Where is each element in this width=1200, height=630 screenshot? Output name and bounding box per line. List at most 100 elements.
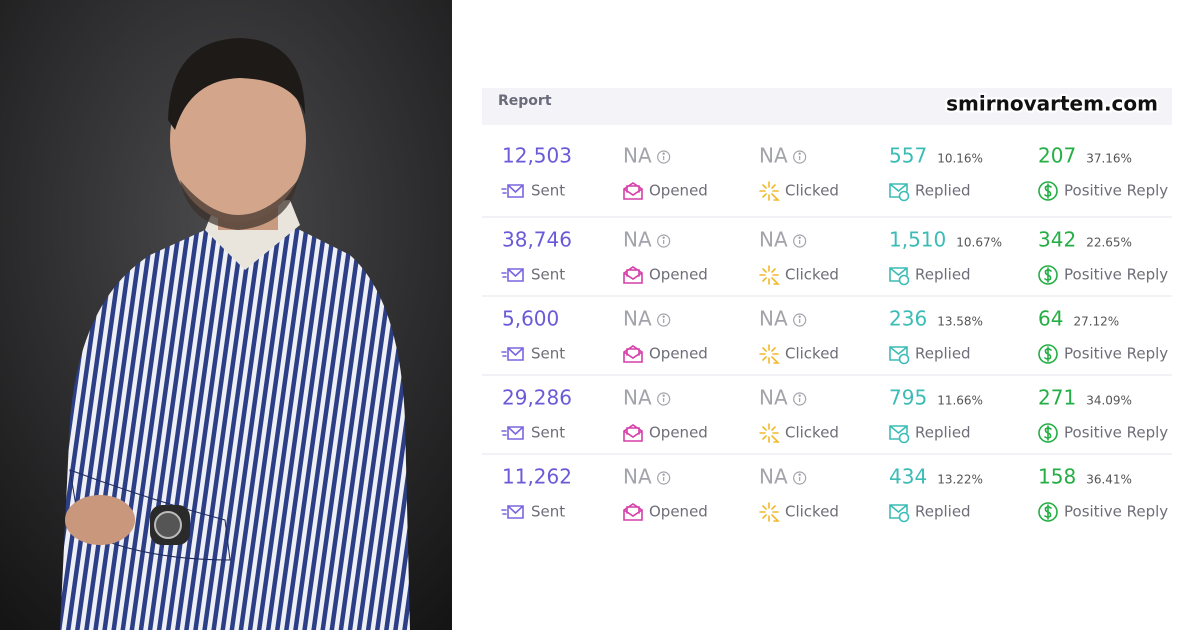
icon-stroke bbox=[759, 423, 780, 443]
opened-icon bbox=[623, 266, 643, 284]
clicked-value: NA bbox=[759, 228, 788, 252]
replied-icon bbox=[889, 346, 910, 365]
opened-value: NA bbox=[623, 465, 652, 489]
clicked-value: NA bbox=[759, 144, 788, 168]
info-dot bbox=[662, 394, 665, 397]
sent-label: Sent bbox=[531, 503, 565, 521]
info-dot bbox=[798, 236, 801, 239]
opened-icon bbox=[623, 503, 643, 521]
positive-value: 207 bbox=[1038, 144, 1076, 168]
sent-label: Sent bbox=[531, 182, 565, 200]
positive-value: 158 bbox=[1038, 465, 1076, 489]
replied-rate: 13.58% bbox=[937, 315, 983, 329]
opened-value: NA bbox=[623, 386, 652, 410]
replied-value: 434 bbox=[889, 465, 927, 489]
watermark: smirnovartem.com bbox=[946, 92, 1158, 116]
info-circle bbox=[793, 150, 807, 164]
replied-value: 557 bbox=[889, 144, 927, 168]
info-dot bbox=[798, 315, 801, 318]
info-icon bbox=[657, 234, 671, 248]
info-dot bbox=[662, 473, 665, 476]
info-icon bbox=[657, 313, 671, 327]
opened-value: NA bbox=[623, 307, 652, 331]
icon-stroke bbox=[1044, 425, 1052, 441]
icon-stroke bbox=[623, 503, 643, 521]
sent-value: 5,600 bbox=[502, 307, 559, 331]
positive-icon bbox=[1038, 181, 1058, 201]
icon-stroke bbox=[507, 505, 524, 519]
info-icon bbox=[657, 471, 671, 485]
positive-value: 342 bbox=[1038, 228, 1076, 252]
icon-stroke bbox=[623, 266, 643, 284]
replied-value: 795 bbox=[889, 386, 927, 410]
positive-icon bbox=[1038, 423, 1058, 443]
positive-label: Positive Reply bbox=[1064, 424, 1168, 442]
replied-rate: 11.66% bbox=[937, 394, 983, 408]
icon-stroke bbox=[507, 426, 524, 440]
info-dot bbox=[662, 152, 665, 155]
replied-label: Replied bbox=[915, 182, 971, 200]
sent-value: 11,262 bbox=[502, 465, 572, 489]
icon-stroke bbox=[507, 347, 524, 361]
icon-stroke bbox=[889, 346, 908, 361]
clicked-label: Clicked bbox=[785, 345, 839, 363]
info-dot bbox=[662, 315, 665, 318]
icon-stroke bbox=[898, 432, 910, 444]
sent-icon bbox=[501, 426, 524, 440]
icon-stroke bbox=[898, 274, 910, 286]
info-circle bbox=[657, 392, 671, 406]
info-circle bbox=[793, 471, 807, 485]
icon-stroke bbox=[1044, 267, 1052, 283]
icon-stroke bbox=[507, 268, 524, 282]
icon-stroke bbox=[1038, 265, 1058, 285]
icon-stroke bbox=[1044, 346, 1052, 362]
replied-rate: 10.16% bbox=[937, 152, 983, 166]
clicked-label: Clicked bbox=[785, 503, 839, 521]
icon-stroke bbox=[501, 509, 507, 515]
info-circle bbox=[657, 471, 671, 485]
info-circle bbox=[657, 150, 671, 164]
icon-stroke bbox=[501, 272, 507, 278]
clicked-icon bbox=[759, 265, 780, 285]
clicked-icon bbox=[759, 181, 780, 201]
sent-value: 12,503 bbox=[502, 144, 572, 168]
sent-icon bbox=[501, 184, 524, 198]
positive-label: Positive Reply bbox=[1064, 503, 1168, 521]
replied-icon bbox=[889, 183, 910, 202]
icon-stroke bbox=[1038, 344, 1058, 364]
replied-label: Replied bbox=[915, 345, 971, 363]
positive-icon bbox=[1038, 344, 1058, 364]
opened-value: NA bbox=[623, 228, 652, 252]
clicked-label: Clicked bbox=[785, 182, 839, 200]
clicked-icon bbox=[759, 502, 780, 522]
opened-label: Opened bbox=[649, 345, 708, 363]
icon-stroke bbox=[889, 504, 908, 519]
icon-stroke bbox=[623, 345, 643, 363]
icon-stroke bbox=[1038, 423, 1058, 443]
info-icon bbox=[793, 234, 807, 248]
sent-value: 38,746 bbox=[502, 228, 572, 252]
icon-stroke bbox=[507, 184, 524, 198]
sent-icon bbox=[501, 268, 524, 282]
clicked-icon bbox=[759, 344, 780, 364]
sent-label: Sent bbox=[531, 424, 565, 442]
icon-stroke bbox=[1044, 183, 1052, 199]
icon-stroke bbox=[898, 353, 910, 365]
sent-value: 29,286 bbox=[502, 386, 572, 410]
icon-stroke bbox=[1038, 181, 1058, 201]
replied-rate: 13.22% bbox=[937, 473, 983, 487]
icon-stroke bbox=[898, 511, 910, 523]
info-dot bbox=[662, 236, 665, 239]
icon-stroke bbox=[759, 265, 780, 285]
icon-stroke bbox=[501, 430, 507, 436]
opened-icon bbox=[623, 182, 643, 200]
icon-stroke bbox=[759, 181, 780, 201]
positive-icon bbox=[1038, 502, 1058, 522]
info-circle bbox=[793, 392, 807, 406]
info-icon bbox=[657, 392, 671, 406]
portrait-photo bbox=[0, 0, 452, 630]
info-icon bbox=[793, 313, 807, 327]
icon-stroke bbox=[889, 183, 908, 198]
positive-rate: 36.41% bbox=[1086, 473, 1132, 487]
icon-stroke bbox=[623, 182, 643, 200]
